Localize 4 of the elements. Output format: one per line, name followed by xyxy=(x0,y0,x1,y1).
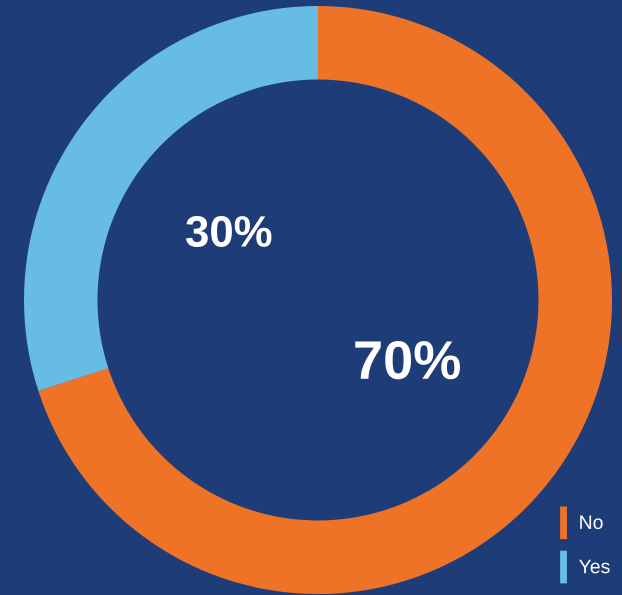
data-label: 30% xyxy=(186,216,272,247)
legend-label: No xyxy=(580,516,603,530)
legend-label: Yes xyxy=(579,560,610,574)
data-label: 70% xyxy=(355,340,460,380)
